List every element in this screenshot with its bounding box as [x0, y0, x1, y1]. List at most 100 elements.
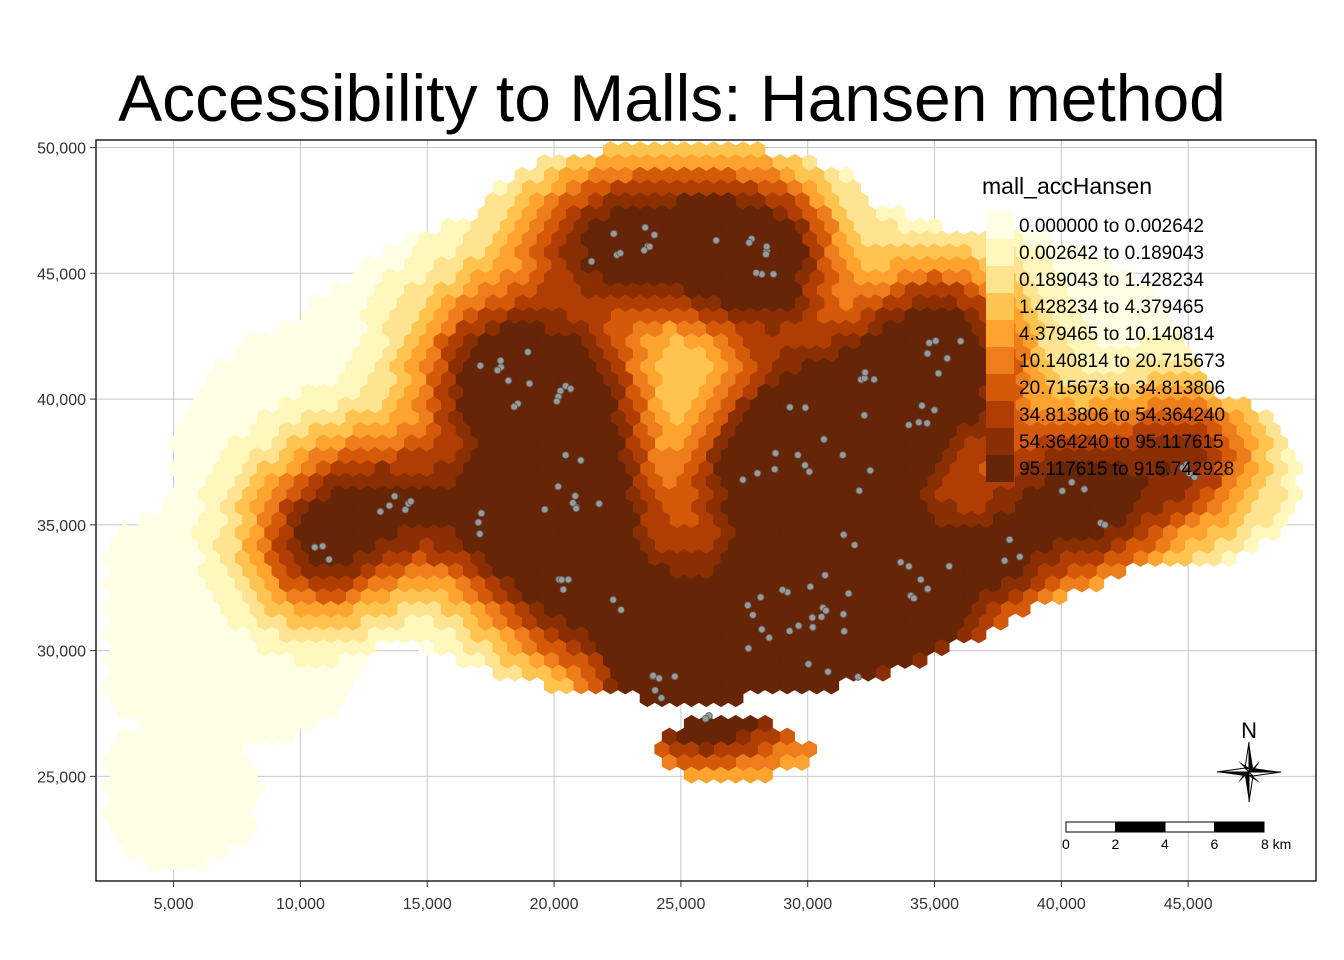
mall-point — [712, 236, 720, 245]
scale-label: 4 — [1161, 836, 1169, 852]
mall-point — [504, 376, 513, 385]
mall-point — [641, 223, 649, 232]
x-tick-label: 20,000 — [530, 896, 579, 913]
x-tick-label: 45,000 — [1164, 896, 1213, 913]
mall-point — [910, 594, 918, 602]
mall-point — [771, 449, 780, 458]
mall-point — [934, 369, 943, 378]
mall-point — [540, 505, 549, 514]
mall-point — [651, 686, 659, 695]
mall-point — [474, 518, 483, 527]
mall-point — [844, 589, 853, 598]
mall-point — [805, 467, 814, 476]
mall-point — [587, 257, 596, 266]
mall-point — [525, 379, 534, 388]
legend-swatch — [986, 266, 1014, 293]
mall-point — [1058, 487, 1067, 495]
legend-item-label: 10.140814 to 20.715673 — [1019, 351, 1225, 372]
scale-segment — [1214, 821, 1265, 833]
mall-point — [561, 451, 570, 459]
mall-point — [657, 694, 666, 702]
legend-item-label: 4.379465 to 10.140814 — [1019, 324, 1215, 345]
mall-point — [510, 402, 519, 411]
mall-point — [956, 337, 965, 346]
x-tick-label: 40,000 — [1037, 896, 1086, 913]
mall-point — [838, 451, 847, 459]
y-tick-label: 30,000 — [37, 644, 86, 661]
mall-point — [765, 633, 773, 642]
legend-item-label: 1.428234 to 4.379465 — [1019, 297, 1204, 318]
mall-point — [552, 397, 561, 406]
mall-point — [923, 419, 931, 428]
legend-swatch — [986, 374, 1014, 401]
mall-point — [806, 582, 815, 591]
mall-point — [896, 558, 905, 567]
mall-point — [855, 486, 864, 495]
mall-point — [778, 586, 787, 594]
legend-title: mall_accHansen — [982, 173, 1152, 199]
mall-point — [557, 575, 566, 584]
x-tick-label: 30,000 — [783, 896, 832, 913]
mall-point — [743, 601, 752, 609]
mall-point — [752, 269, 760, 277]
mall-point — [1101, 521, 1109, 529]
x-tick-label: 25,000 — [656, 896, 705, 913]
mall-point — [325, 555, 333, 564]
mall-point — [850, 541, 859, 549]
y-axis: 25,000 30,000 35,000 40,000 45,000 50,000 — [37, 141, 96, 786]
mall-point — [401, 505, 410, 514]
legend-swatch — [986, 428, 1014, 455]
mall-point — [576, 456, 585, 465]
legend-item-label: 0.002642 to 0.189043 — [1019, 243, 1204, 264]
scale-label: 6 — [1211, 836, 1219, 852]
mall-point — [923, 349, 932, 358]
mall-point — [609, 229, 618, 238]
map-title: Accessibility to Malls: Hansen method — [118, 61, 1226, 135]
scale-label: 0 — [1062, 836, 1070, 852]
scale-segment — [1115, 821, 1166, 833]
mall-point — [794, 621, 803, 630]
legend-swatch — [986, 455, 1014, 482]
map-frame — [95, 139, 1317, 882]
mall-point — [804, 660, 813, 668]
mall-point — [824, 667, 832, 676]
mall-point — [640, 246, 648, 255]
mall-point — [854, 673, 862, 681]
mall-point — [822, 606, 830, 615]
mall-point — [745, 238, 753, 247]
x-tick-label: 15,000 — [403, 896, 452, 913]
mall-point — [496, 356, 505, 365]
mall-point — [794, 451, 802, 459]
north-arrow: N — [1216, 718, 1282, 803]
mall-point — [477, 509, 486, 518]
scale-label: 8 km — [1261, 836, 1291, 852]
mall-point — [609, 595, 617, 604]
mall-point — [744, 644, 753, 653]
legend-swatch — [986, 293, 1014, 320]
legend-item-label: 95.117615 to 915.742928 — [1019, 459, 1234, 480]
mall-point — [770, 465, 779, 474]
mall-point — [943, 354, 952, 363]
x-tick-label: 10,000 — [276, 896, 325, 913]
y-tick-label: 50,000 — [37, 141, 86, 158]
mall-point — [1190, 473, 1199, 481]
mall-point — [923, 585, 932, 593]
legend-swatch — [986, 320, 1014, 347]
mall-point — [839, 530, 848, 539]
mall-point — [860, 411, 869, 420]
mall-point — [571, 492, 579, 500]
legend-item-label: 54.364240 to 95.117615 — [1019, 432, 1224, 453]
mall-point — [1183, 460, 1191, 469]
mall-point — [839, 610, 848, 619]
y-tick-label: 45,000 — [37, 266, 86, 283]
mall-point — [762, 242, 771, 251]
mall-point — [617, 606, 625, 614]
legend-item-label: 20.715673 to 34.813806 — [1019, 378, 1225, 399]
mall-point — [554, 482, 562, 491]
scale-segment — [1065, 821, 1116, 833]
x-tick-label: 5,000 — [154, 896, 194, 913]
hex-class-10 — [293, 192, 1171, 746]
mall-point — [310, 543, 319, 552]
legend-swatch — [986, 239, 1014, 266]
